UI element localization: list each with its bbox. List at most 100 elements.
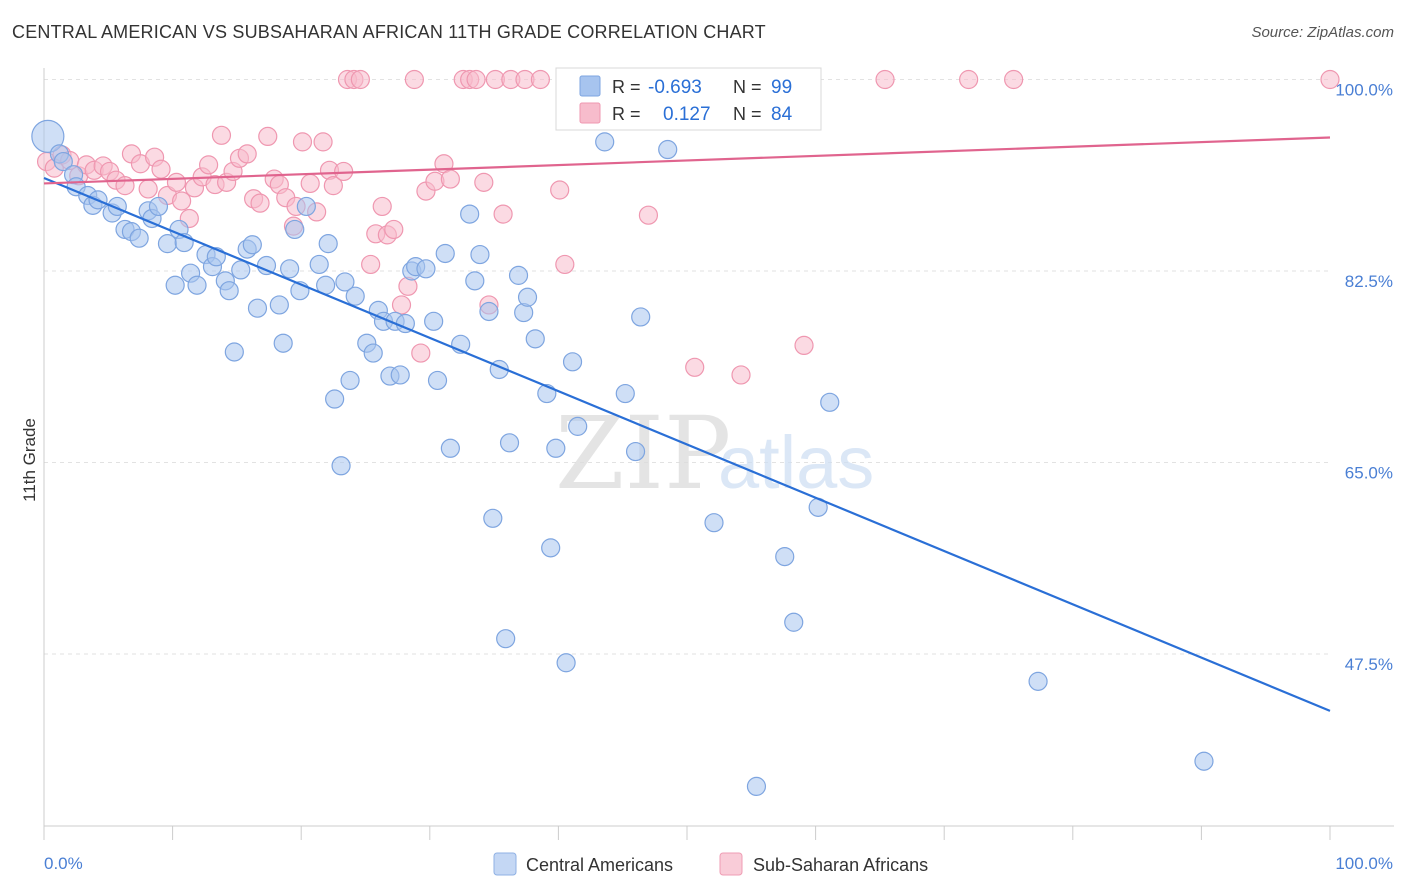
african-point-80: [875, 69, 895, 90]
african-point-52: [391, 295, 412, 315]
african-point-30: [250, 193, 270, 213]
african-point-70: [550, 180, 570, 200]
central-point-38: [296, 196, 316, 217]
central-point-61: [440, 438, 460, 458]
african-point-47: [361, 254, 381, 275]
central-point-48: [363, 343, 383, 363]
african-point-82: [1004, 69, 1024, 90]
central-point-78: [556, 653, 576, 673]
central-point-79: [562, 352, 583, 372]
central-point-43: [331, 456, 351, 476]
central-point-59: [427, 370, 448, 391]
central-point-64: [465, 271, 485, 291]
central-point-85: [658, 139, 678, 160]
legend-label-african: Sub-Saharan Africans: [753, 855, 928, 875]
legend-swatch-african: [719, 852, 743, 876]
central-point-65: [470, 244, 490, 265]
central-point-28: [231, 260, 251, 280]
central-point-45: [340, 370, 360, 391]
legend-swatch-central: [493, 852, 517, 876]
x-tick-label-0: 0.0%: [44, 854, 83, 873]
central-point-80: [568, 416, 588, 436]
central-point-21: [187, 275, 207, 295]
trend-line-african: [43, 136, 1331, 185]
y-tick-label-3: 47.5%: [1345, 655, 1393, 674]
y-tick-labels: 100.0% 82.5% 65.0% 47.5%: [1335, 81, 1393, 675]
central-point-27: [224, 342, 244, 362]
stats-r-label-central: R =: [612, 77, 641, 97]
african-points: [36, 69, 1340, 385]
central-point-90: [784, 612, 804, 632]
african-point-83: [1320, 69, 1340, 90]
y-tick-label-1: 82.5%: [1345, 272, 1393, 291]
african-point-78: [731, 365, 751, 385]
central-point-88: [746, 776, 767, 797]
stats-r-label-african: R =: [612, 104, 641, 124]
african-point-22: [199, 155, 219, 175]
trend-lines: [43, 136, 1331, 712]
african-point-15: [151, 159, 171, 179]
african-point-62: [466, 69, 486, 90]
central-point-15: [148, 196, 169, 217]
central-point-67: [483, 508, 503, 528]
x-tick-labels: 0.0% 100.0%: [44, 854, 1393, 873]
central-point-74: [525, 329, 545, 349]
african-point-40: [313, 132, 333, 152]
central-point-87: [704, 513, 724, 533]
central-point-70: [499, 433, 520, 453]
stats-n-value-central: 99: [771, 77, 792, 98]
y-tick-label-2: 65.0%: [1345, 464, 1393, 483]
african-point-38: [300, 173, 320, 194]
central-point-94: [1194, 751, 1214, 771]
axes: [43, 68, 1394, 840]
central-point-34: [273, 333, 293, 353]
african-point-49: [372, 196, 392, 217]
stats-legend: R = -0.693 N = 99 R = 0.127 N = 84: [555, 67, 822, 131]
series-legend: Central Americans Sub-Saharan Africans: [493, 852, 928, 876]
african-point-24: [211, 125, 232, 145]
african-point-17: [166, 172, 187, 192]
legend-label-central: Central Americans: [526, 855, 673, 875]
african-point-77: [685, 357, 705, 377]
central-point-46: [345, 286, 365, 306]
stats-r-value-central: -0.693: [648, 77, 702, 98]
african-point-75: [638, 205, 659, 225]
central-point-71: [508, 265, 529, 285]
chart-title: CENTRAL AMERICAN VS SUBSAHARAN AFRICAN 1…: [12, 22, 766, 42]
central-point-12: [129, 228, 149, 248]
central-point-35: [280, 259, 300, 279]
central-point-39: [309, 254, 329, 275]
african-point-71: [555, 254, 575, 275]
african-point-37: [292, 132, 313, 152]
african-point-51: [384, 219, 404, 240]
central-point-41: [318, 234, 338, 254]
watermark: ZIP atlas: [555, 395, 874, 512]
african-point-81: [959, 69, 979, 90]
central-point-89: [775, 547, 795, 567]
african-point-13: [138, 179, 158, 199]
central-point-17: [165, 275, 185, 295]
central-point-93: [1028, 671, 1048, 691]
trend-line-central: [43, 176, 1331, 712]
african-point-66: [493, 204, 513, 224]
central-point-36: [285, 219, 305, 240]
african-point-55: [411, 343, 431, 363]
african-point-46: [350, 69, 370, 90]
central-point-82: [615, 383, 635, 404]
african-point-54: [404, 69, 424, 90]
central-point-53: [390, 365, 410, 385]
african-point-43: [334, 161, 354, 182]
central-point-76: [541, 538, 561, 558]
african-point-42: [323, 176, 343, 196]
central-point-92: [820, 392, 840, 412]
central-point-83: [625, 441, 646, 462]
central-point-42: [325, 389, 345, 409]
chart-source: Source: ZipAtlas.com: [1251, 24, 1394, 41]
stats-legend-swatch-central: [579, 75, 601, 97]
african-point-63: [474, 172, 494, 192]
african-point-31: [258, 126, 278, 147]
central-points: [31, 69, 1214, 797]
x-tick-label-1: 100.0%: [1335, 854, 1393, 873]
y-tick-label-0: 100.0%: [1335, 81, 1393, 100]
african-point-69: [530, 69, 550, 90]
